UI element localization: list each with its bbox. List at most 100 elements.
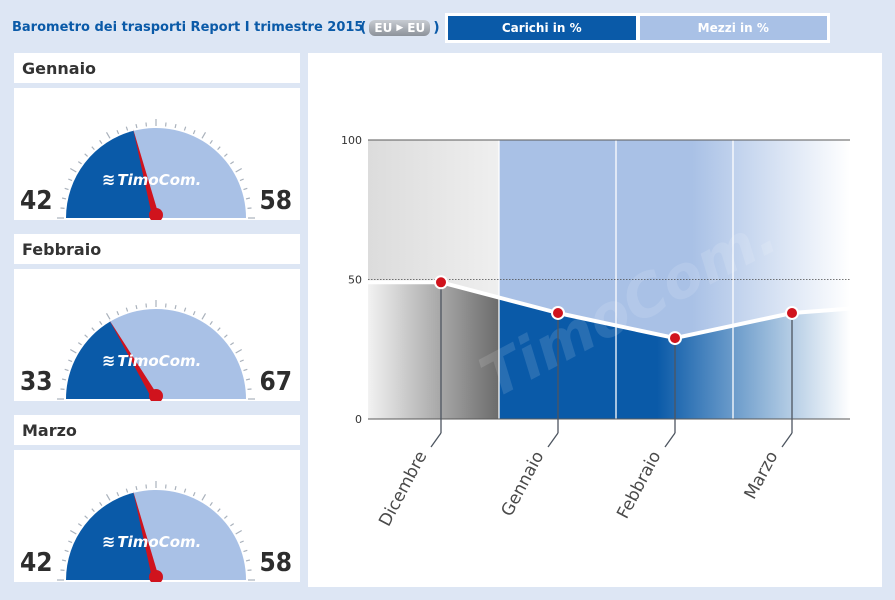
label-leader xyxy=(781,432,793,448)
gauge-tick xyxy=(243,187,248,191)
gauge-tick xyxy=(135,485,138,491)
x-tick-label: Marzo xyxy=(741,448,783,503)
gauge-tick xyxy=(91,508,95,513)
tab-bar: Carichi in % Mezzi in % xyxy=(445,13,830,43)
gauge-left-sector xyxy=(66,130,156,218)
tab-mezzi[interactable]: Mezzi in % xyxy=(639,16,827,40)
gauge-tick xyxy=(239,178,244,182)
gauge-left-sector xyxy=(66,321,156,399)
x-tick-label: Febbraio xyxy=(613,448,665,522)
gauge-tick xyxy=(183,126,187,131)
gauge-tick xyxy=(64,187,69,191)
gauge-tick xyxy=(84,334,89,338)
gauge-tick xyxy=(69,529,77,535)
gauge-right-value: 67 xyxy=(259,367,292,397)
gauge-right-sector xyxy=(133,489,246,580)
gauge-panel: ≋ TimoCom. 42 58 xyxy=(14,450,300,582)
gauge-tick xyxy=(125,488,129,493)
gauge-needle xyxy=(133,128,160,219)
gauge-tick xyxy=(99,139,103,144)
gauge-tick xyxy=(223,515,228,519)
gauge-tick xyxy=(84,515,89,519)
label-leader xyxy=(547,432,559,448)
gauge-tick xyxy=(99,501,103,506)
timocom-swoosh-icon: ≋ xyxy=(102,170,116,189)
gauge-dial xyxy=(57,300,255,401)
gauge-tick xyxy=(201,312,207,320)
column-dicembre-lower xyxy=(368,282,499,419)
gauge-tick xyxy=(183,307,187,312)
gauge-left-sector xyxy=(66,492,156,580)
gauge-tick xyxy=(230,342,235,346)
gauge-tick xyxy=(230,523,235,527)
gauge-tick xyxy=(209,501,213,506)
gauge-tick xyxy=(174,485,177,491)
gauge-tick xyxy=(201,493,207,501)
gauge-tick xyxy=(192,130,196,135)
gauge-tick xyxy=(77,342,82,346)
gauge-tick xyxy=(77,161,82,165)
data-point xyxy=(551,305,565,320)
gauge-month-label: Febbraio xyxy=(14,234,300,264)
gauge-tick xyxy=(105,312,111,320)
route-open-bracket: ( xyxy=(360,20,367,36)
gauge-tick xyxy=(69,348,77,354)
gauge-dial xyxy=(57,481,255,582)
gauge-tick xyxy=(223,153,228,157)
gauge-tick xyxy=(217,508,221,513)
gauge-tick xyxy=(243,549,248,553)
gauge-right-sector xyxy=(133,127,246,218)
gauge-tick xyxy=(245,197,251,200)
timocom-logo: ≋ TimoCom. xyxy=(102,170,201,189)
timocom-logo: ≋ TimoCom. xyxy=(102,532,201,551)
route-indicator: ( EU ▶ EU ) xyxy=(360,16,440,40)
gauge-month-label: Marzo xyxy=(14,415,300,445)
chart-panel: TimoCom. 0 50 100 Dicembre Gennaio Febbraio Mar… xyxy=(308,53,882,587)
area-upper xyxy=(499,140,850,339)
gauge-left-value: 33 xyxy=(20,367,53,397)
gauge-panel: ≋ TimoCom. 33 67 xyxy=(14,269,300,401)
gauge-tick xyxy=(235,167,243,173)
gauge-left-value: 42 xyxy=(20,548,53,578)
gauge-right-value: 58 xyxy=(259,186,292,216)
route-close-bracket: ) xyxy=(433,20,440,36)
gauge-tick xyxy=(116,492,120,497)
data-point xyxy=(668,331,682,346)
gauge-left-value: 42 xyxy=(20,186,53,216)
label-leader xyxy=(430,432,442,448)
gauge-tick xyxy=(105,131,111,139)
tab-carichi[interactable]: Carichi in % xyxy=(448,16,636,40)
gauge-tick xyxy=(235,529,243,535)
gauge-tick xyxy=(243,368,248,372)
gauge-tick xyxy=(209,139,213,144)
gauge-tick xyxy=(192,492,196,497)
label-leader xyxy=(664,432,676,448)
gauge-tick xyxy=(174,123,177,129)
gauge-right-value: 58 xyxy=(259,548,292,578)
gauge-tick xyxy=(125,126,129,131)
gauge-tick xyxy=(69,167,77,173)
gauge-tick xyxy=(235,348,243,354)
gauge-tick xyxy=(64,549,69,553)
route-from: EU xyxy=(374,21,393,35)
data-point xyxy=(434,275,448,290)
series-line xyxy=(368,280,851,341)
gauge-needle xyxy=(133,490,160,581)
y-tick-label: 0 xyxy=(355,413,362,426)
play-arrow-icon: ▶ xyxy=(396,23,404,33)
gauge-tick xyxy=(61,378,67,381)
y-tick-label: 50 xyxy=(348,274,362,287)
gauge-tick xyxy=(217,327,221,332)
timocom-logo: ≋ TimoCom. xyxy=(102,351,201,370)
gauge-tick xyxy=(99,320,103,325)
timocom-swoosh-icon: ≋ xyxy=(102,351,116,370)
gauge-tick xyxy=(84,153,89,157)
x-tick-label: Dicembre xyxy=(375,448,431,530)
timocom-swoosh-icon: ≋ xyxy=(102,532,116,551)
gauge-tick xyxy=(201,131,207,139)
gauge-month-label: Gennaio xyxy=(14,53,300,83)
gauge-panel: ≋ TimoCom. 42 58 xyxy=(14,88,300,220)
gauge-needle xyxy=(109,319,159,401)
gauge-tick xyxy=(223,334,228,338)
